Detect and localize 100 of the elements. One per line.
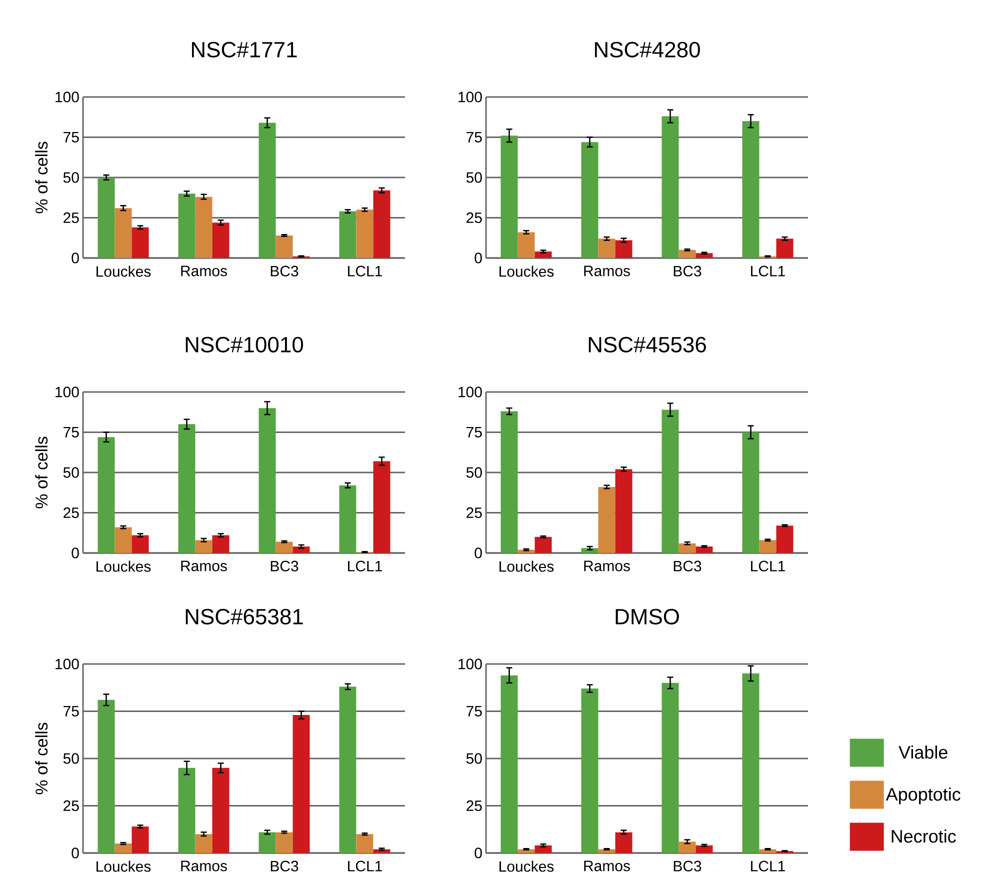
bar bbox=[678, 842, 696, 853]
chart-title: DMSO bbox=[616, 608, 679, 624]
y-axis-title: % of cells bbox=[35, 722, 48, 794]
bar bbox=[500, 411, 518, 553]
bar bbox=[212, 768, 230, 853]
y-tick-label: 50 bbox=[63, 467, 79, 478]
bar bbox=[356, 210, 374, 258]
y-tick-label: 75 bbox=[64, 427, 79, 438]
x-tick-label: Louckes bbox=[500, 860, 554, 872]
bar bbox=[696, 253, 713, 258]
bar bbox=[276, 235, 293, 258]
x-tick-label: Ramos bbox=[584, 266, 630, 276]
bar bbox=[356, 834, 374, 853]
y-tick-label: 25 bbox=[64, 800, 79, 812]
x-tick-label: LCL1 bbox=[751, 560, 785, 572]
chart-title: NSC#1771 bbox=[192, 42, 297, 58]
x-tick-label: BC3 bbox=[674, 266, 702, 276]
y-tick-label: 25 bbox=[64, 212, 79, 224]
bar bbox=[98, 700, 115, 853]
bar bbox=[339, 485, 356, 553]
bar bbox=[98, 177, 115, 258]
bar bbox=[178, 424, 196, 553]
y-tick-label: 100 bbox=[458, 92, 482, 102]
x-tick-label: Ramos bbox=[584, 560, 630, 572]
bar bbox=[581, 688, 598, 853]
y-tick-label: 100 bbox=[56, 658, 79, 670]
bar bbox=[132, 535, 149, 553]
bar bbox=[178, 194, 196, 258]
bar bbox=[292, 546, 310, 553]
bar bbox=[373, 461, 390, 553]
x-tick-label: LCL1 bbox=[348, 560, 382, 572]
x-tick-label: Ramos bbox=[181, 266, 227, 276]
y-tick-label: 100 bbox=[458, 658, 482, 670]
bar bbox=[696, 546, 713, 553]
y-tick-label: 75 bbox=[64, 706, 79, 716]
y-tick-label: 50 bbox=[466, 753, 482, 764]
bar bbox=[132, 826, 149, 853]
x-tick-label: BC3 bbox=[674, 560, 702, 572]
bar bbox=[615, 240, 632, 258]
x-tick-label: Louckes bbox=[500, 266, 554, 277]
bar bbox=[662, 682, 679, 853]
bar bbox=[776, 238, 794, 258]
bar bbox=[615, 832, 632, 853]
bar bbox=[98, 437, 115, 553]
y-tick-label: 50 bbox=[63, 172, 79, 183]
y-tick-label: 0 bbox=[72, 848, 79, 858]
bar bbox=[534, 536, 552, 553]
y-tick-label: 75 bbox=[466, 132, 482, 142]
bar bbox=[500, 136, 518, 258]
bar bbox=[678, 250, 696, 258]
bar bbox=[195, 834, 212, 853]
y-tick-label: 0 bbox=[474, 848, 482, 858]
y-tick-label: 100 bbox=[56, 386, 79, 398]
bar bbox=[258, 122, 276, 258]
bar bbox=[759, 540, 776, 553]
chart-title: NSC#4280 bbox=[594, 42, 700, 58]
x-tick-label: Ramos bbox=[181, 860, 227, 872]
x-tick-label: Louckes bbox=[500, 560, 554, 572]
y-tick-label: 0 bbox=[474, 252, 482, 264]
bar bbox=[742, 121, 760, 258]
y-tick-label: 50 bbox=[466, 467, 482, 478]
legend-label: Viable bbox=[898, 746, 948, 759]
x-tick-label: LCL1 bbox=[348, 266, 382, 276]
bar bbox=[598, 238, 616, 258]
y-tick-label: 25 bbox=[466, 212, 482, 224]
bar bbox=[258, 408, 276, 553]
x-tick-label: Ramos bbox=[584, 860, 630, 872]
bar bbox=[696, 845, 713, 853]
bar bbox=[276, 542, 293, 553]
x-tick-label: BC3 bbox=[270, 266, 298, 276]
y-tick-label: 75 bbox=[64, 132, 79, 142]
bar bbox=[339, 686, 356, 853]
bar bbox=[581, 142, 598, 258]
bar bbox=[258, 832, 276, 853]
bar bbox=[662, 410, 679, 553]
bar bbox=[195, 540, 212, 553]
x-tick-label: BC3 bbox=[270, 860, 298, 872]
y-tick-label: 25 bbox=[64, 507, 79, 518]
bar bbox=[678, 543, 696, 553]
y-tick-label: 25 bbox=[466, 800, 482, 812]
y-tick-label: 50 bbox=[466, 172, 482, 183]
bar bbox=[615, 469, 632, 553]
x-tick-label: Louckes bbox=[96, 560, 151, 572]
y-tick-label: 0 bbox=[72, 548, 79, 558]
x-tick-label: LCL1 bbox=[751, 266, 785, 276]
y-tick-label: 100 bbox=[56, 92, 79, 102]
y-tick-label: 75 bbox=[466, 427, 482, 438]
x-tick-label: LCL1 bbox=[348, 860, 382, 872]
bar bbox=[500, 675, 518, 853]
bar bbox=[114, 208, 132, 258]
bar bbox=[276, 832, 293, 853]
x-tick-label: BC3 bbox=[674, 860, 702, 872]
y-tick-label: 50 bbox=[63, 753, 79, 764]
bar bbox=[212, 535, 230, 553]
bar bbox=[339, 211, 356, 258]
bar bbox=[598, 486, 616, 553]
chart-title: NSC#45536 bbox=[588, 336, 706, 352]
y-tick-label: 75 bbox=[466, 706, 482, 716]
bar bbox=[114, 844, 132, 853]
y-tick-label: 0 bbox=[474, 548, 482, 558]
